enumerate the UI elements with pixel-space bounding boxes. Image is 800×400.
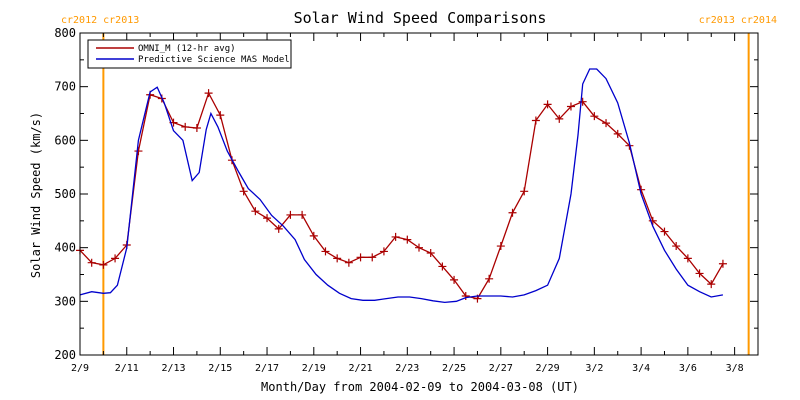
x-tick-label: 2/23 [395,363,419,374]
x-tick-label: 2/17 [255,363,279,374]
x-tick-label: 2/29 [536,363,560,374]
y-tick-label: 500 [54,187,76,201]
omni-data-point [718,259,727,268]
omni-data-point [274,224,283,233]
y-tick-label: 700 [54,80,76,94]
omni-data-point [344,258,353,267]
x-tick-label: 2/25 [442,363,466,374]
omni-data-point [543,100,552,109]
omni-data-point [496,242,505,251]
omni-data-point [438,262,447,271]
mas-model-series-line [79,68,724,304]
legend-label: OMNI_M (12-hr avg) [138,44,236,54]
omni-data-point [309,231,318,240]
legend-box [87,39,292,69]
omni-data-point [239,187,248,196]
carrington-marker-label: cr2013 cr2014 [699,15,777,26]
omni-data-point [578,97,587,106]
omni-data-point [251,207,260,216]
omni-data-point [602,119,611,128]
omni-data-point [508,208,517,217]
y-tick-label: 200 [54,348,76,362]
omni-data-point [321,247,330,256]
omni-data-point [134,147,143,156]
x-axis-label: Month/Day from 2004-02-09 to 2004-03-08 … [261,380,579,394]
omni-data-point [99,260,108,269]
omni-data-point [648,216,657,225]
omni-data-point [111,254,120,263]
legend-label: Predictive Science MAS Model [138,55,290,65]
omni-data-point [192,123,201,132]
omni-data-point [450,275,459,284]
omni-data-point [356,253,365,262]
omni-data-point [426,249,435,258]
x-tick-label: 3/6 [679,363,697,374]
y-tick-label: 800 [54,26,76,40]
omni-series-line [79,91,724,300]
omni-data-point [87,258,96,267]
omni-data-point [391,232,400,241]
y-axis-label: Solar Wind Speed (km/s) [29,112,43,278]
omni-data-point [415,243,423,252]
omni-data-point [216,111,225,120]
omni-data-point [298,210,307,219]
x-tick-label: 3/8 [726,363,744,374]
omni-data-point [263,214,272,223]
y-tick-label: 300 [54,294,76,308]
omni-data-point [613,129,622,138]
omni-data-point [531,116,540,125]
omni-data-point [555,114,564,123]
omni-data-point [683,254,692,263]
omni-data-point [485,274,494,283]
omni-data-point [204,89,213,98]
legend: OMNI_M (12-hr avg)Predictive Science MAS… [87,39,292,69]
omni-data-point [333,254,342,263]
x-tick-label: 3/2 [585,363,603,374]
y-tick-label: 400 [54,241,76,255]
carrington-marker-label: cr2012 cr2013 [61,15,139,26]
x-tick-label: 2/13 [161,363,185,374]
omni-data-point [660,227,669,236]
omni-data-point [566,102,575,111]
y-tick-label: 600 [54,133,76,147]
omni-data-point [520,187,529,196]
x-tick-label: 2/21 [349,363,373,374]
x-tick-label: 2/9 [71,363,89,374]
omni-data-point [695,269,704,278]
omni-data-point [707,280,716,289]
x-tick-label: 2/19 [302,363,326,374]
plot-frame [79,32,759,356]
x-tick-label: 2/11 [115,363,139,374]
omni-data-point [403,235,412,244]
omni-data-point [590,112,599,121]
omni-data-point [461,291,470,300]
omni-data-point [286,210,295,219]
omni-data-point [368,253,377,262]
omni-data-point [379,247,388,256]
x-tick-label: 2/27 [489,363,513,374]
x-tick-label: 3/4 [632,363,650,374]
omni-data-point [672,242,681,251]
omni-data-point [181,122,190,131]
x-tick-label: 2/15 [208,363,232,374]
chart-title: Solar Wind Speed Comparisons [294,9,547,27]
